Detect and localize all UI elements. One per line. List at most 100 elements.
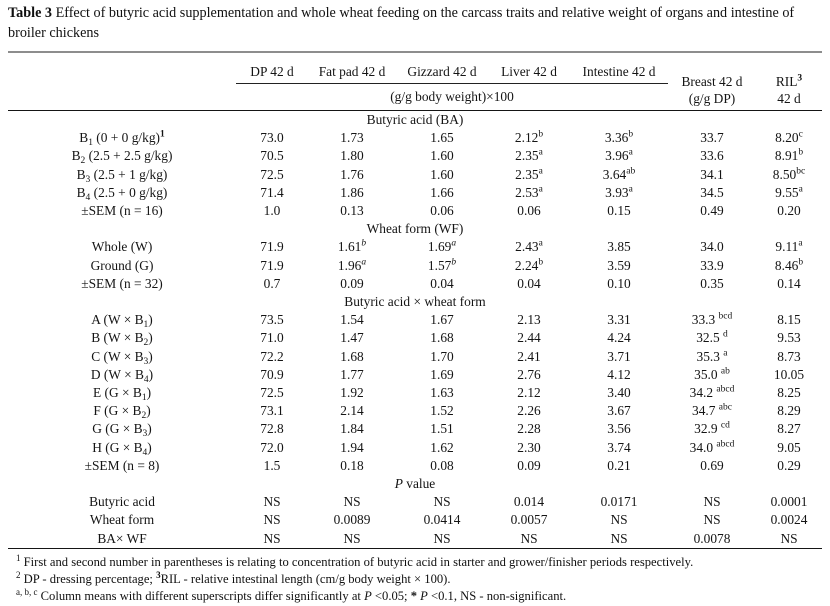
table-row: ±SEM (n = 8) 1.5 0.18 0.08 0.09 0.21 0.69 0.29	[8, 457, 822, 475]
cell: 72.5	[260, 385, 284, 401]
cell: 0.06	[517, 203, 541, 219]
cell: 1.60	[430, 166, 454, 182]
column-header: RIL3 42 d	[756, 52, 822, 111]
empty-header-cell	[8, 52, 236, 111]
row-label: Whole (W)	[91, 239, 153, 255]
cell: 4.12	[607, 366, 631, 382]
row-label: Ground (G)	[90, 257, 154, 273]
cell: 3.56	[607, 421, 631, 437]
section-label: Butyric acid × wheat form	[344, 294, 486, 310]
cell: 2.26	[517, 403, 541, 419]
cell: 9.11a	[775, 238, 803, 255]
cell: 2.53a	[515, 184, 543, 200]
cell: 0.14	[777, 275, 801, 291]
cell: 0.014	[513, 494, 545, 510]
table-row: B4 (2.5 + 0 g/kg) 71.4 1.86 1.66 2.53a 3.93a 3…	[8, 184, 822, 203]
cell: 8.50bc	[772, 166, 806, 182]
column-header: Intestine 42 d	[570, 52, 668, 84]
cell: 0.69	[700, 457, 724, 473]
cell: 1.70	[430, 348, 454, 364]
footnotes: 1 First and second number in parentheses…	[16, 552, 814, 605]
cell: 0.06	[430, 203, 454, 219]
cell: 1.86	[340, 184, 364, 200]
table-row: ±SEM (n = 32) 0.7 0.09 0.04 0.04 0.10 0.35 0.14	[8, 275, 822, 293]
cell: NS	[520, 530, 538, 546]
cell: 0.21	[607, 457, 631, 473]
cell: 1.57b	[427, 257, 457, 273]
row-label: B1 (0 + 0 g/kg)1	[79, 129, 165, 149]
cell: 0.04	[517, 275, 541, 291]
cell: 71.9	[260, 257, 284, 273]
cell: NS	[433, 530, 451, 546]
footnote: 1 First and second number in parentheses…	[16, 552, 694, 569]
cell: 3.74	[607, 439, 631, 455]
cell: 0.7	[263, 275, 281, 291]
row-label: Butyric acid	[89, 494, 155, 510]
cell: NS	[343, 494, 361, 510]
cell: 34.0	[700, 239, 724, 255]
cell: NS	[610, 512, 628, 528]
cell: 34.7 abc	[692, 402, 732, 419]
cell: 1.61b	[337, 238, 367, 255]
cell: 71.4	[260, 184, 284, 200]
cell: 35.3 a	[696, 348, 728, 364]
table-row: B3 (2.5 + 1 g/kg) 72.5 1.76 1.60 2.35a 3.64ab…	[8, 166, 822, 184]
cell: 73.1	[260, 403, 284, 419]
cell: 1.66	[430, 184, 454, 200]
cell: NS	[263, 530, 281, 546]
cell: 8.15	[777, 312, 801, 328]
cell: 34.2 abcd	[689, 384, 735, 401]
cell: 73.5	[260, 312, 284, 328]
cell: 1.92	[340, 385, 364, 401]
cell: 8.20c	[775, 129, 803, 146]
cell: 0.0024	[770, 512, 808, 528]
cell: NS	[703, 512, 721, 528]
cell: 3.40	[607, 385, 631, 401]
table-head: DP 42 d Fat pad 42 d Gizzard 42 d Liver 42 …	[8, 52, 822, 111]
cell: 2.28	[517, 421, 541, 437]
row-label: G (G × B3)	[92, 421, 152, 440]
row-label: B4 (2.5 + 0 g/kg)	[76, 184, 168, 203]
row-label: B2 (2.5 + 2.5 g/kg)	[71, 148, 173, 167]
table-row: A (W × B1) 73.5 1.54 1.67 2.13 3.31 33.3 bcd 8.…	[8, 311, 822, 331]
cell: 2.35a	[515, 166, 543, 182]
column-header: DP 42 d	[236, 52, 308, 84]
cell: 2.30	[517, 439, 541, 455]
cell: NS	[433, 494, 451, 510]
row-label: A (W × B1)	[91, 312, 153, 331]
section-label: Butyric acid (BA)	[366, 112, 464, 127]
section-row: Wheat form (WF)	[8, 220, 822, 238]
row-label: ±SEM (n = 8)	[84, 457, 160, 473]
cell: 2.24b	[514, 257, 544, 273]
cell: 1.65	[430, 130, 454, 146]
cell: 3.31	[607, 312, 631, 328]
cell: 2.43a	[515, 238, 543, 255]
cell: 2.76	[517, 366, 541, 382]
cell: 0.0057	[510, 512, 548, 528]
cell: 1.47	[340, 330, 364, 346]
cell: 73.0	[260, 130, 284, 146]
row-label: Wheat form	[89, 512, 155, 528]
cell: 1.73	[340, 130, 364, 146]
cell: NS	[703, 494, 721, 510]
cell: 1.69	[430, 366, 454, 382]
cell: 32.9 cd	[694, 420, 730, 437]
cell: 8.73	[777, 348, 801, 364]
table-number: Table 3	[8, 5, 53, 21]
table-row: B1 (0 + 0 g/kg)1 73.0 1.73 1.65 2.12b 3.36b 33…	[8, 129, 822, 149]
cell: 72.0	[260, 439, 284, 455]
table-row: Wheat form NS 0.0089 0.0414 0.0057 NS NS 0.0024	[8, 511, 822, 529]
cell: 33.7	[700, 130, 724, 146]
cell: 1.69a	[427, 238, 457, 255]
cell: 1.51	[430, 421, 454, 437]
section-row: Butyric acid × wheat form	[8, 293, 822, 311]
table-row: B2 (2.5 + 2.5 g/kg) 70.5 1.80 1.60 2.35a 3.96…	[8, 147, 822, 167]
table-row: D (W × B4) 70.9 1.77 1.69 2.76 4.12 35.0 ab 10.…	[8, 366, 822, 385]
cell: 71.0	[260, 330, 284, 346]
header-row-2: (g/g body weight)×100	[8, 83, 822, 111]
cell: 0.18	[340, 457, 364, 473]
cell: 0.20	[777, 203, 801, 219]
footnote: 2 DP - dressing percentage; 3RIL - relat…	[16, 569, 451, 586]
cell: 0.35	[700, 275, 724, 291]
